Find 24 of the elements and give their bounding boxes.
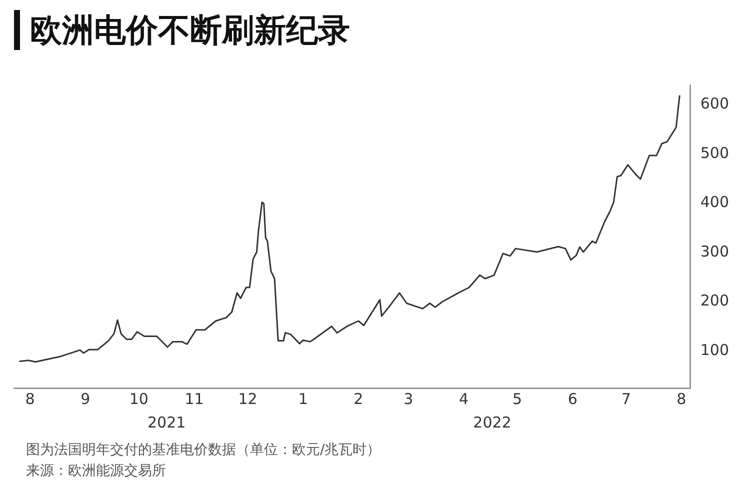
x-tick-label: 1 [298,390,308,408]
x-tick-label: 8 [676,390,686,408]
chart-title: 欧洲电价不断刷新纪录 [14,10,350,50]
y-tick-label: 500 [700,144,730,162]
x-tick-label: 4 [458,390,468,408]
x-tick-label: 11 [184,390,204,408]
x-tick-label: 10 [129,390,148,408]
y-tick-label: 600 [700,94,730,113]
text: 图为法国明年交付的基准电价数据（单位：欧元/兆瓦时） [26,441,381,460]
x-tick-label: 5 [512,390,522,408]
x-tick-label: 8 [25,390,35,408]
x-tick-label: 2 [354,390,364,408]
text: 2021 [147,413,186,432]
x-tick-label: 6 [568,390,578,408]
y-tick-label: 200 [700,292,730,310]
source-note: 来源：欧洲能源交易所 [26,462,167,481]
x-tick-label: 3 [404,390,414,408]
x-tick-label: 12 [238,390,258,408]
y-tick-label: 400 [700,193,730,212]
y-tick-label: 100 [700,340,730,359]
x-tick-label: 7 [621,390,631,408]
y-tick-label: 300 [700,242,730,260]
x-tick-label: 9 [80,390,90,408]
text: 2022 [473,413,512,432]
